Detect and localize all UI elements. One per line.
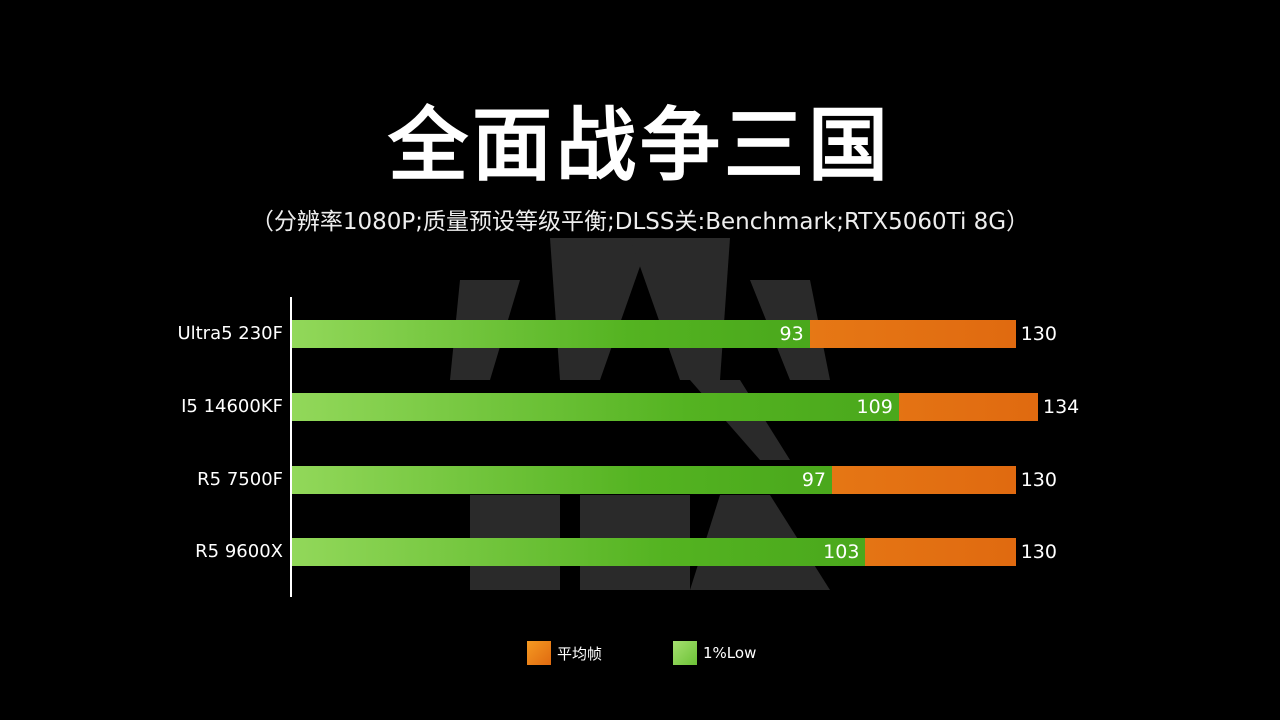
chart-title: 全面战争三国 [388,99,892,192]
data-label-low: 97 [801,469,826,491]
data-label-average: 130 [1020,469,1057,491]
bar-low [292,538,866,566]
category-label: R5 7500F [197,469,283,490]
legend-item-low: 1%Low [673,641,756,665]
data-label-average: 130 [1020,541,1057,563]
legend-label-average: 平均帧 [557,644,603,663]
legend-item-average: 平均帧 [527,641,602,665]
data-label-average: 134 [1043,396,1080,418]
bar-low [292,393,899,421]
bar-low [292,466,832,494]
data-label-low: 103 [823,541,860,563]
category-label: Ultra5 230F [177,323,283,344]
data-label-average: 130 [1020,323,1057,345]
category-label: I5 14600KF [181,396,283,417]
data-label-low: 109 [856,396,893,418]
legend-swatch-low [673,641,697,665]
chart-subtitle: （分辨率1080P;质量预设等级平衡;DLSS关:Benchmark;RTX50… [250,209,1030,235]
category-label: R5 9600X [195,541,283,562]
y-axis-line [290,297,292,597]
legend-label-low: 1%Low [703,644,757,662]
data-label-low: 93 [779,323,804,345]
legend-swatch-average [527,641,551,665]
bar-low [292,320,810,348]
